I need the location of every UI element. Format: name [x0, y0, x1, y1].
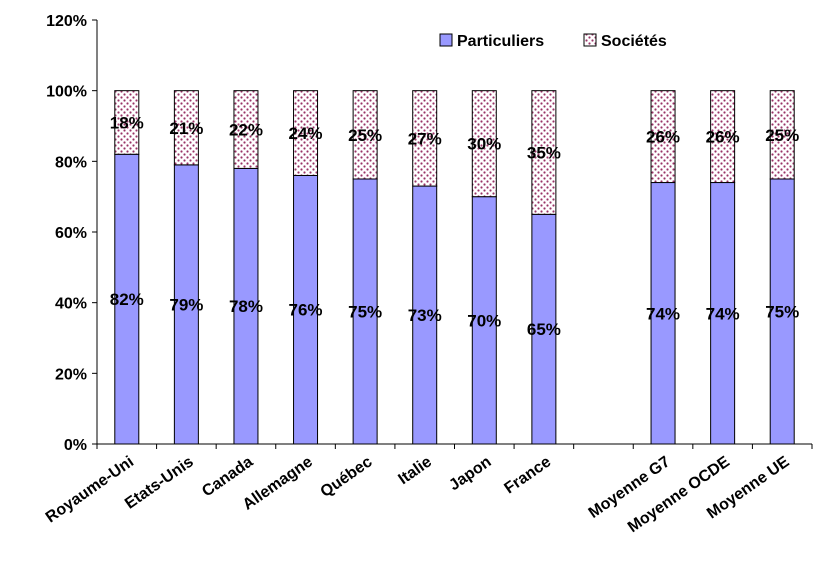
data-label-particuliers: 82%: [110, 290, 144, 309]
data-label-particuliers: 78%: [229, 297, 263, 316]
data-label-societes: 30%: [467, 135, 501, 154]
x-category-label: Japon: [446, 453, 494, 494]
y-tick-label: 120%: [46, 13, 87, 30]
legend: Particuliers Sociétés: [440, 33, 667, 50]
data-label-societes: 21%: [169, 119, 203, 138]
y-tick-label: 100%: [46, 84, 87, 101]
data-label-particuliers: 75%: [765, 303, 799, 322]
data-label-societes: 18%: [110, 113, 144, 132]
data-label-particuliers: 70%: [467, 311, 501, 330]
data-label-particuliers: 74%: [646, 304, 680, 323]
y-tick-label: 60%: [55, 225, 87, 242]
data-label-particuliers: 65%: [527, 320, 561, 339]
legend-swatch-particuliers: [440, 34, 452, 46]
data-label-particuliers: 76%: [289, 301, 323, 320]
y-tick-label: 40%: [55, 296, 87, 313]
data-label-societes: 26%: [706, 128, 740, 147]
data-label-societes: 25%: [348, 126, 382, 145]
legend-swatch-societes: [584, 34, 596, 46]
data-label-particuliers: 79%: [169, 295, 203, 314]
y-tick-label: 20%: [55, 366, 87, 383]
legend-label-societes: Sociétés: [601, 33, 667, 50]
data-label-societes: 26%: [646, 128, 680, 147]
x-category-label: Royaume-Uni: [43, 453, 137, 526]
data-label-particuliers: 74%: [706, 304, 740, 323]
data-label-societes: 24%: [289, 124, 323, 143]
data-label-societes: 35%: [527, 144, 561, 163]
data-label-societes: 27%: [408, 129, 442, 148]
y-tick-label: 80%: [55, 154, 87, 171]
data-label-particuliers: 73%: [408, 306, 442, 325]
x-category-label: Québec: [318, 453, 376, 501]
data-label-particuliers: 75%: [348, 303, 382, 322]
y-tick-label: 0%: [64, 437, 87, 454]
x-category-label: France: [501, 453, 554, 497]
data-label-societes: 22%: [229, 121, 263, 140]
x-category-label: Moyenne OCDE: [625, 453, 733, 536]
data-label-societes: 25%: [765, 126, 799, 145]
legend-label-particuliers: Particuliers: [457, 33, 544, 50]
x-category-label: Italie: [395, 453, 435, 488]
